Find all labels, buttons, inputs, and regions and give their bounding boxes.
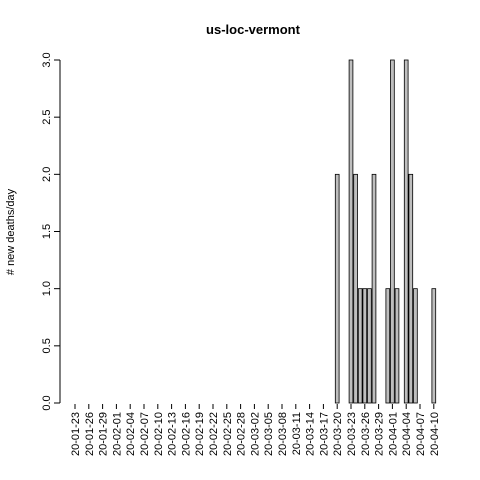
x-tick-label: 20-04-04 [401, 412, 413, 456]
x-tick-label: 20-04-01 [387, 412, 399, 456]
y-tick-label: 2.0 [41, 167, 53, 182]
x-tick-label: 20-03-05 [263, 412, 275, 456]
bar [390, 59, 395, 404]
x-tick-label: 20-02-01 [111, 412, 123, 456]
x-tick-label: 20-03-17 [318, 412, 330, 456]
y-axis-label: # new deaths/day [5, 188, 17, 275]
bar [403, 59, 409, 404]
y-tick-label: 3.0 [41, 52, 53, 67]
bar [431, 288, 437, 404]
x-tick-label: 20-02-04 [125, 412, 137, 456]
x-tick-label: 20-02-16 [180, 412, 192, 456]
x-tick-label: 20-04-10 [429, 412, 441, 456]
y-tick-label: 1.0 [41, 281, 53, 296]
x-tick-label: 20-02-07 [139, 412, 151, 456]
x-tick-label: 20-03-29 [374, 412, 386, 456]
bar [413, 288, 418, 404]
bar [371, 173, 377, 404]
x-tick-label: 20-03-02 [249, 412, 261, 456]
bar [362, 288, 368, 404]
x-tick-label: 20-02-10 [153, 412, 165, 456]
x-tick-label: 20-01-29 [98, 412, 110, 456]
x-tick-label: 20-04-07 [415, 412, 427, 456]
y-tick-label: 2.5 [41, 110, 53, 125]
bar [385, 288, 391, 404]
x-tick-label: 20-02-22 [208, 412, 220, 456]
x-tick-label: 20-02-28 [236, 412, 248, 456]
y-tick-label: 1.5 [41, 224, 53, 239]
x-tick-label: 20-03-08 [277, 412, 289, 456]
y-tick-label: 0.0 [41, 395, 53, 410]
chart-title: us-loc-vermont [206, 22, 301, 37]
x-tick-label: 20-02-13 [167, 412, 179, 456]
bar [334, 173, 340, 404]
x-tick-label: 20-02-25 [222, 412, 234, 456]
x-tick-label: 20-03-14 [305, 412, 317, 456]
x-tick-label: 20-03-11 [291, 412, 303, 455]
x-tick-label: 20-03-26 [360, 412, 372, 456]
bar [367, 288, 372, 404]
x-tick-label: 20-02-19 [194, 412, 206, 456]
x-tick-label: 20-01-26 [84, 412, 96, 456]
y-tick-label: 0.5 [41, 338, 53, 353]
bar [408, 173, 414, 404]
bar [357, 288, 363, 404]
bar [353, 173, 358, 404]
x-tick-label: 20-01-23 [70, 412, 82, 456]
x-tick-label: 20-03-23 [346, 412, 358, 456]
bar [394, 288, 400, 404]
x-tick-label: 20-03-20 [332, 412, 344, 456]
bar [348, 59, 354, 404]
